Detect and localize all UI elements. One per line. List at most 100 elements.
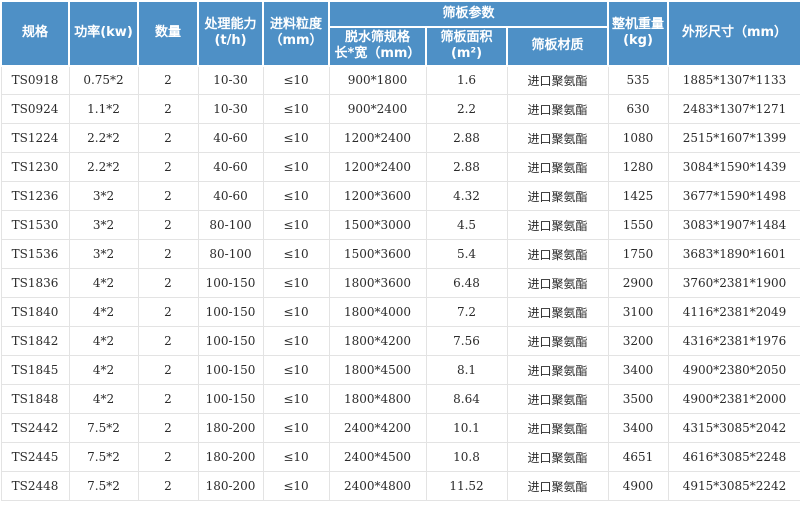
cell: 4900*2380*2050: [667, 355, 800, 385]
cell: 4*2: [68, 268, 139, 298]
cell: 1280: [607, 152, 669, 182]
cell: 4915*3085*2242: [667, 471, 800, 501]
col-header-weight-line2: (kg): [623, 33, 653, 49]
cell: 3683*1890*1601: [667, 239, 800, 269]
col-header-spec: 规格: [0, 0, 70, 67]
col-header-power: 功率(kw): [68, 0, 139, 67]
cell: 2.88: [425, 152, 508, 182]
cell: ≤10: [262, 268, 330, 298]
cell: 3084*1590*1439: [667, 152, 800, 182]
cell: 7.5*2: [68, 442, 139, 472]
cell: 4116*2381*2049: [667, 297, 800, 327]
cell: 40-60: [197, 123, 264, 153]
cell: 进口聚氨酯: [506, 442, 609, 472]
cell: 2: [137, 181, 199, 211]
cell: 3400: [607, 355, 669, 385]
cell: 180-200: [197, 471, 264, 501]
cell: 进口聚氨酯: [506, 181, 609, 211]
cell: 进口聚氨酯: [506, 94, 609, 124]
cell: TS1230: [0, 152, 70, 182]
table-row: TS1840 4*2 2 100-150 ≤10 1800*4000 7.2 进口聚氨酯 310…: [0, 297, 800, 327]
cell: 1800*4800: [328, 384, 427, 414]
cell: TS1845: [0, 355, 70, 385]
cell: TS1848: [0, 384, 70, 414]
cell: 进口聚氨酯: [506, 355, 609, 385]
cell: ≤10: [262, 239, 330, 269]
col-header-quantity: 数量: [137, 0, 199, 67]
cell: ≤10: [262, 94, 330, 124]
cell: 2400*4800: [328, 471, 427, 501]
cell: ≤10: [262, 413, 330, 443]
cell: 630: [607, 94, 669, 124]
cell: 900*2400: [328, 94, 427, 124]
cell: 1200*2400: [328, 123, 427, 153]
cell: 2: [137, 384, 199, 414]
cell: 3677*1590*1498: [667, 181, 800, 211]
cell: 2: [137, 297, 199, 327]
cell: 1200*3600: [328, 181, 427, 211]
table-row: TS2448 7.5*2 2 180-200 ≤10 2400*4800 11.52 进口聚氨…: [0, 471, 800, 501]
table-row: TS1836 4*2 2 100-150 ≤10 1800*3600 6.48 进口聚氨酯 29…: [0, 268, 800, 298]
table-row: TS0924 1.1*2 2 10-30 ≤10 900*2400 2.2 进口聚氨酯 630 2…: [0, 94, 800, 124]
cell: 2: [137, 152, 199, 182]
cell: 2: [137, 355, 199, 385]
cell: 3400: [607, 413, 669, 443]
cell: 7.5*2: [68, 413, 139, 443]
cell: ≤10: [262, 123, 330, 153]
cell: 2.2*2: [68, 152, 139, 182]
table-row: TS1845 4*2 2 100-150 ≤10 1800*4500 8.1 进口聚氨酯 340…: [0, 355, 800, 385]
cell: 1080: [607, 123, 669, 153]
cell: 1885*1307*1133: [667, 65, 800, 95]
cell: 2.2: [425, 94, 508, 124]
cell: 进口聚氨酯: [506, 384, 609, 414]
cell: 进口聚氨酯: [506, 210, 609, 240]
cell: 100-150: [197, 268, 264, 298]
dewatering-screen-spec-table: 规格 功率(kw) 数量 处理能力 (t/h) 进料粒度 （mm） 筛板参数 整…: [0, 0, 800, 501]
cell: ≤10: [262, 152, 330, 182]
cell: 2: [137, 65, 199, 95]
cell: 2515*1607*1399: [667, 123, 800, 153]
cell: 180-200: [197, 413, 264, 443]
table-body: TS0918 0.75*2 2 10-30 ≤10 900*1800 1.6 进口聚氨酯 535…: [0, 65, 800, 501]
cell: 1750: [607, 239, 669, 269]
cell: 4.5: [425, 210, 508, 240]
col-header-feed-size-line2: （mm）: [269, 33, 323, 49]
cell: 进口聚氨酯: [506, 471, 609, 501]
cell: 1.6: [425, 65, 508, 95]
cell: 3200: [607, 326, 669, 356]
cell: 进口聚氨酯: [506, 152, 609, 182]
table-row: TS2442 7.5*2 2 180-200 ≤10 2400*4200 10.1 进口聚氨酯…: [0, 413, 800, 443]
cell: 535: [607, 65, 669, 95]
cell: 1800*4000: [328, 297, 427, 327]
cell: 4651: [607, 442, 669, 472]
cell: 0.75*2: [68, 65, 139, 95]
cell: 1.1*2: [68, 94, 139, 124]
table-header: 规格 功率(kw) 数量 处理能力 (t/h) 进料粒度 （mm） 筛板参数 整…: [0, 0, 800, 67]
cell: 180-200: [197, 442, 264, 472]
cell: 进口聚氨酯: [506, 297, 609, 327]
cell: ≤10: [262, 181, 330, 211]
cell: 40-60: [197, 181, 264, 211]
cell: ≤10: [262, 384, 330, 414]
cell: 80-100: [197, 210, 264, 240]
cell: 2: [137, 471, 199, 501]
col-header-feed-size-line1: 进料粒度: [269, 17, 322, 32]
col-header-capacity-line1: 处理能力: [204, 17, 257, 32]
cell: 7.56: [425, 326, 508, 356]
table-row: TS1536 3*2 2 80-100 ≤10 1500*3600 5.4 进口聚氨酯 1750…: [0, 239, 800, 269]
cell: 10.1: [425, 413, 508, 443]
cell: ≤10: [262, 65, 330, 95]
cell: 100-150: [197, 326, 264, 356]
cell: TS0924: [0, 94, 70, 124]
cell: ≤10: [262, 210, 330, 240]
cell: 2: [137, 326, 199, 356]
col-header-weight-line1: 整机重量: [611, 17, 664, 32]
cell: 1200*2400: [328, 152, 427, 182]
table-row: TS2445 7.5*2 2 180-200 ≤10 2400*4500 10.8 进口聚氨酯…: [0, 442, 800, 472]
cell: 1800*3600: [328, 268, 427, 298]
table-row: TS1230 2.2*2 2 40-60 ≤10 1200*2400 2.88 进口聚氨酯 12…: [0, 152, 800, 182]
col-header-screen-size: 脱水筛规格 长*宽（mm）: [328, 26, 427, 67]
col-header-screen-area: 筛板面积(m²): [425, 26, 508, 67]
cell: TS1224: [0, 123, 70, 153]
cell: 80-100: [197, 239, 264, 269]
